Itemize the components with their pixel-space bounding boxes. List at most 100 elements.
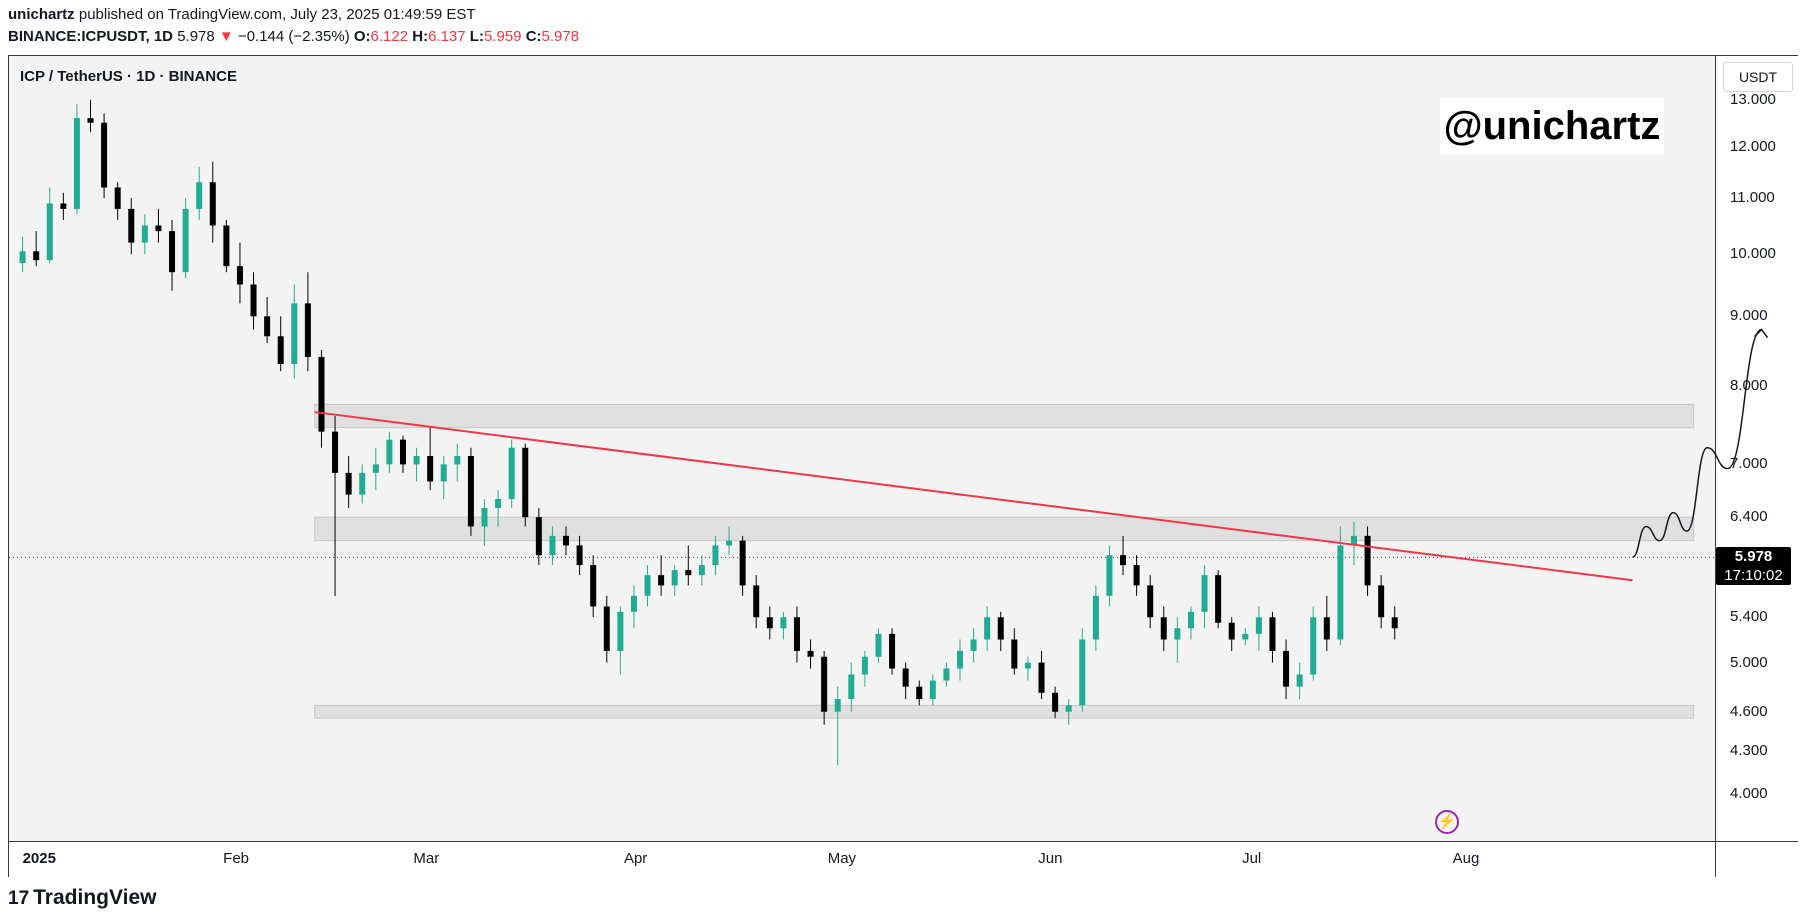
candle-body-53 (739, 540, 746, 586)
price-tick-11: 4.300 (1730, 742, 1768, 760)
candle-body-18 (264, 316, 271, 337)
candle-body-47 (658, 575, 665, 586)
price-tick-8: 5.400 (1730, 608, 1768, 626)
open-label: O: (353, 28, 371, 45)
lightning-icon[interactable]: ⚡ (1435, 810, 1459, 834)
zone-0 (314, 403, 1695, 429)
candle-body-25 (359, 472, 366, 495)
chart-frame[interactable] (8, 55, 1798, 877)
candle-body-1 (33, 251, 40, 261)
projection-path (1632, 328, 1762, 558)
candle-body-93 (1283, 650, 1290, 687)
candle-body-95 (1310, 617, 1317, 675)
chart-symbol-title: ICP / TetherUS · 1D · BINANCE (20, 68, 237, 85)
open-value: 6.122 (370, 28, 409, 45)
candle-body-40 (563, 535, 570, 546)
projection-arrowhead (1754, 328, 1769, 338)
price-tick-10: 4.600 (1730, 702, 1768, 720)
candle-body-20 (291, 303, 298, 365)
candle-body-71 (984, 617, 991, 640)
change-arrow-icon: ▼ (218, 28, 234, 45)
watermark-text: @unichartz (1440, 98, 1664, 154)
candle-body-54 (753, 585, 760, 618)
candle-body-21 (304, 303, 311, 357)
candle-body-59 (821, 656, 828, 712)
bar-countdown: 17:10:02 (1724, 567, 1783, 585)
candle-body-19 (277, 336, 284, 365)
zone-2 (314, 704, 1695, 719)
candle-body-89 (1228, 622, 1235, 640)
ohlc-line: BINANCE:ICPUSDT, 1D 5.978 ▼ −0.144 (−2.3… (8, 28, 579, 46)
candle-body-52 (726, 540, 733, 546)
candle-body-97 (1337, 545, 1344, 640)
candle-body-55 (766, 617, 773, 629)
time-tick-4: May (827, 850, 857, 867)
last-price-text: 5.978 (177, 28, 215, 45)
last-price-label: 5.978 17:10:02 (1716, 547, 1791, 586)
candle-body-91 (1255, 617, 1262, 634)
candle-body-94 (1296, 674, 1303, 687)
candle-body-2 (46, 203, 53, 261)
candle-body-73 (1011, 639, 1018, 669)
candle-body-70 (970, 639, 977, 651)
candle-body-4 (73, 118, 80, 209)
candle-body-38 (535, 517, 542, 556)
candle-body-45 (630, 595, 637, 612)
candle-body-58 (807, 650, 814, 657)
candle-body-28 (399, 439, 406, 465)
price-tick-2: 11.000 (1730, 189, 1775, 207)
low-value: 5.959 (483, 28, 522, 45)
candle-body-13 (196, 182, 203, 209)
time-tick-1: Feb (223, 850, 250, 867)
candle-body-64 (889, 633, 896, 669)
candle-body-17 (250, 284, 257, 317)
candle-body-80 (1106, 555, 1113, 596)
candle-body-92 (1269, 617, 1276, 651)
candle-body-10 (155, 225, 162, 232)
candle-body-44 (617, 611, 624, 651)
candle-body-23 (332, 431, 339, 473)
candle-body-98 (1350, 535, 1357, 546)
candle-body-37 (522, 447, 529, 518)
author-name[interactable]: unichartz (8, 6, 75, 23)
candle-body-46 (644, 575, 651, 596)
price-tick-4: 9.000 (1730, 307, 1768, 325)
candle-body-85 (1174, 628, 1181, 640)
currency-button[interactable]: USDT (1723, 62, 1793, 92)
high-label: H: (412, 28, 429, 45)
candle-body-62 (861, 656, 868, 675)
zone-1 (314, 516, 1695, 542)
candle-body-16 (236, 266, 243, 285)
candle-body-75 (1038, 662, 1045, 693)
candle-body-67 (929, 680, 936, 700)
candle-body-50 (698, 565, 705, 576)
candle-body-101 (1391, 617, 1398, 629)
price-tick-3: 10.000 (1730, 245, 1776, 263)
candle-body-63 (875, 633, 882, 657)
time-axis[interactable] (9, 841, 1797, 877)
candle-body-11 (169, 231, 176, 273)
tradingview-logo[interactable]: 17 TradingView (8, 886, 156, 910)
candle-body-0 (19, 251, 26, 264)
candle-body-12 (182, 208, 189, 273)
time-tick-0: 2025 (22, 850, 56, 867)
candle-body-65 (902, 668, 909, 687)
published-text: published on TradingView.com, July 23, 2… (78, 6, 476, 23)
candle-body-14 (209, 182, 216, 226)
candle-body-74 (1024, 662, 1031, 669)
price-axis[interactable] (1715, 56, 1798, 841)
candle-body-9 (141, 225, 148, 243)
candle-body-78 (1079, 639, 1086, 706)
symbol-label: BINANCE:ICPUSDT, 1D (8, 28, 174, 45)
candle-body-43 (603, 606, 610, 651)
candle-body-34 (481, 508, 488, 527)
candle-body-48 (671, 570, 678, 586)
candle-body-35 (495, 499, 502, 509)
price-tick-6: 7.000 (1730, 455, 1768, 473)
candle-body-29 (413, 456, 420, 465)
time-tick-2: Mar (413, 850, 440, 867)
time-tick-6: Jul (1242, 850, 1262, 867)
candle-body-8 (128, 208, 135, 243)
candle-body-5 (87, 118, 94, 123)
